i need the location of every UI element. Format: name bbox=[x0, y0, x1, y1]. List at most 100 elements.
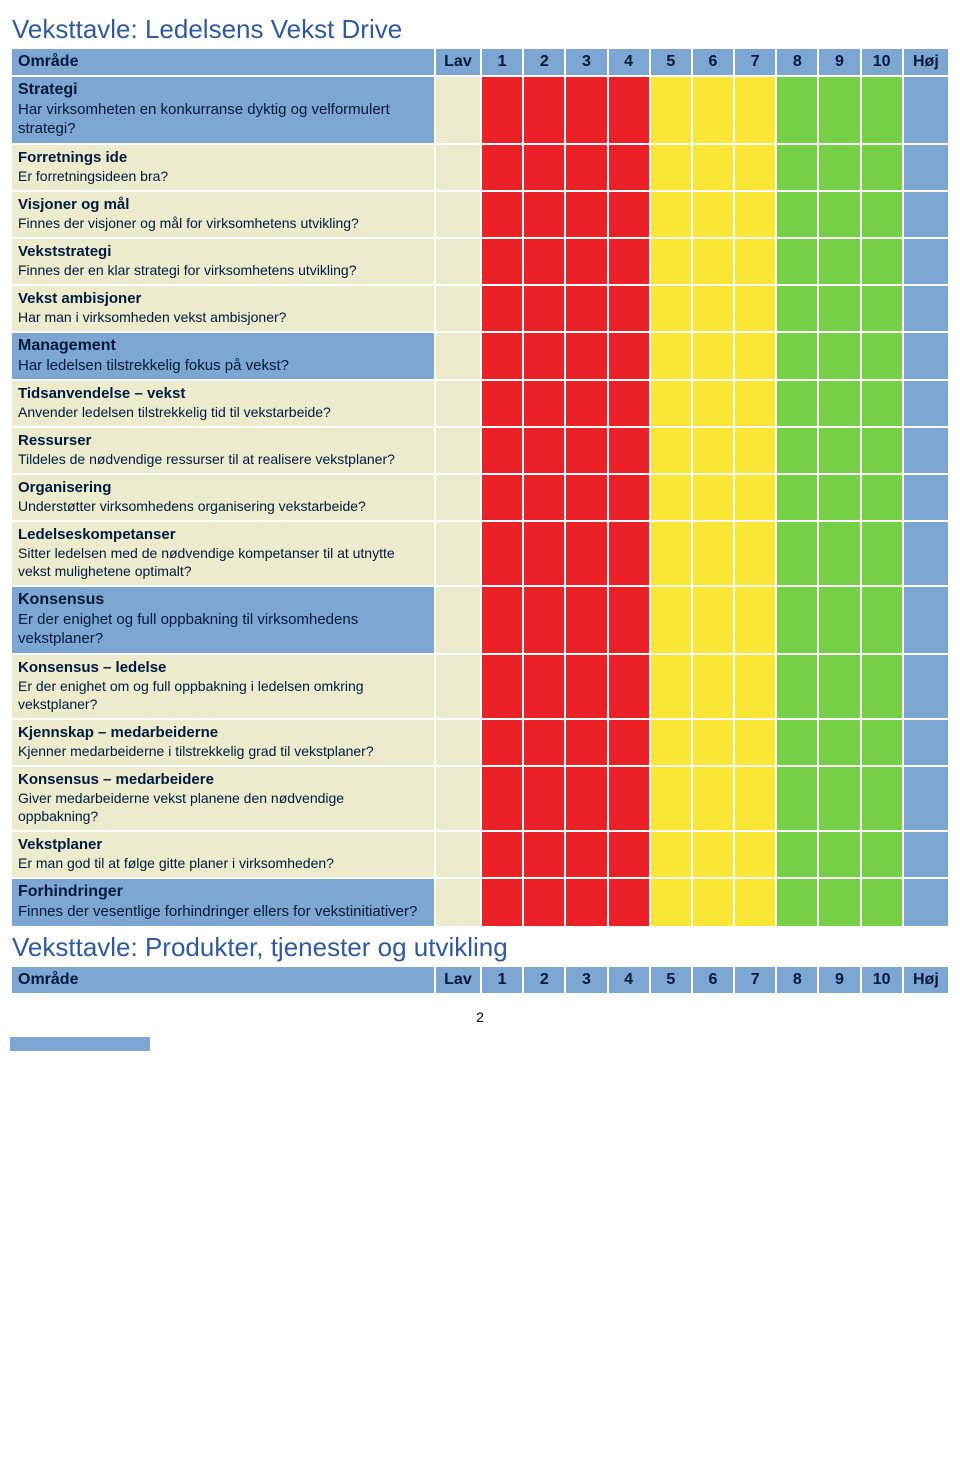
row-title: Organisering bbox=[18, 479, 428, 496]
score-cell-hoj bbox=[904, 333, 948, 380]
score-cell-yel bbox=[693, 428, 733, 473]
row-label-cell: Organisering Understøtter virksomhedens o… bbox=[12, 475, 434, 520]
row-desc: Har man i virksomheden vekst ambisjoner? bbox=[18, 309, 286, 325]
sub-row: Kjennskap – medarbeiderneKjenner medarbe… bbox=[12, 720, 948, 765]
row-desc: Har ledelsen tilstrekkelig fokus på veks… bbox=[18, 357, 289, 374]
footer-accent-bar bbox=[10, 1035, 950, 1051]
score-cell-red bbox=[566, 333, 606, 380]
header-scale-cell: 5 bbox=[651, 967, 691, 993]
row-title: Management bbox=[18, 337, 428, 355]
score-cell-red bbox=[524, 832, 564, 877]
row-title: Forretnings ide bbox=[18, 149, 428, 166]
score-cell-red bbox=[482, 381, 522, 426]
row-desc: Giver medarbeiderne vekst planene den nø… bbox=[18, 790, 344, 824]
score-cell-yel bbox=[651, 239, 691, 284]
score-cell-yel bbox=[693, 333, 733, 380]
score-cell-red bbox=[566, 767, 606, 830]
row-title: Vekststrategi bbox=[18, 243, 428, 260]
score-cell-lav bbox=[436, 239, 480, 284]
score-cell-red bbox=[482, 239, 522, 284]
score-cell-yel bbox=[651, 145, 691, 190]
row-label-cell: LedelseskompetanserSitter ledelsen med d… bbox=[12, 522, 434, 585]
score-cell-grn bbox=[819, 475, 859, 520]
score-cell-red bbox=[524, 239, 564, 284]
score-cell-grn bbox=[777, 192, 817, 237]
score-cell-red bbox=[566, 381, 606, 426]
header-scale-cell: Lav bbox=[436, 967, 480, 993]
score-cell-yel bbox=[693, 381, 733, 426]
sub-row: Tidsanvendelse – vekstAnvender ledelsen … bbox=[12, 381, 948, 426]
score-cell-yel bbox=[693, 145, 733, 190]
score-cell-grn bbox=[777, 767, 817, 830]
score-cell-yel bbox=[651, 832, 691, 877]
score-cell-lav bbox=[436, 832, 480, 877]
score-cell-hoj bbox=[904, 192, 948, 237]
score-cell-red bbox=[609, 720, 649, 765]
score-cell-hoj bbox=[904, 655, 948, 718]
score-cell-lav bbox=[436, 333, 480, 380]
score-cell-grn bbox=[777, 77, 817, 143]
score-cell-grn bbox=[777, 522, 817, 585]
row-label-cell: Tidsanvendelse – vekstAnvender ledelsen … bbox=[12, 381, 434, 426]
row-desc: Har virksomheten en konkurranse dyktig o… bbox=[18, 101, 390, 137]
score-cell-yel bbox=[693, 522, 733, 585]
score-cell-red bbox=[524, 428, 564, 473]
score-cell-red bbox=[524, 767, 564, 830]
score-cell-red bbox=[566, 587, 606, 653]
score-cell-yel bbox=[735, 879, 775, 926]
header-scale-cell: 8 bbox=[777, 49, 817, 75]
score-cell-grn bbox=[819, 286, 859, 331]
score-cell-red bbox=[482, 587, 522, 653]
score-cell-red bbox=[482, 77, 522, 143]
score-cell-red bbox=[609, 381, 649, 426]
row-desc: Finnes der visjoner og mål for virksomhe… bbox=[18, 215, 359, 231]
score-cell-yel bbox=[693, 879, 733, 926]
score-cell-red bbox=[524, 879, 564, 926]
sub-row: Vekst ambisjonerHar man i virksomheden v… bbox=[12, 286, 948, 331]
score-cell-yel bbox=[651, 720, 691, 765]
score-cell-red bbox=[566, 145, 606, 190]
score-cell-grn bbox=[777, 381, 817, 426]
header-scale-cell: 8 bbox=[777, 967, 817, 993]
score-cell-grn bbox=[862, 381, 902, 426]
header-scale-cell: 6 bbox=[693, 967, 733, 993]
header-scale-cell: 4 bbox=[609, 49, 649, 75]
score-cell-red bbox=[609, 428, 649, 473]
row-desc: Tildeles de nødvendige ressurser til at … bbox=[18, 451, 395, 467]
score-cell-grn bbox=[862, 655, 902, 718]
score-cell-red bbox=[482, 286, 522, 331]
score-cell-yel bbox=[735, 832, 775, 877]
score-cell-yel bbox=[735, 77, 775, 143]
score-cell-red bbox=[482, 720, 522, 765]
header-scale-cell: 9 bbox=[819, 49, 859, 75]
row-label-cell: VekststrategiFinnes der en klar strategi… bbox=[12, 239, 434, 284]
section-row: StrategiHar virksomheten en konkurranse … bbox=[12, 77, 948, 143]
score-cell-red bbox=[482, 522, 522, 585]
score-cell-red bbox=[566, 239, 606, 284]
score-cell-yel bbox=[651, 879, 691, 926]
score-cell-grn bbox=[777, 879, 817, 926]
score-cell-lav bbox=[436, 475, 480, 520]
row-desc: Er man god til at følge gitte planer i v… bbox=[18, 855, 334, 871]
score-cell-yel bbox=[693, 767, 733, 830]
row-label-cell: Forretnings ide Er forretningsideen bra? bbox=[12, 145, 434, 190]
score-cell-grn bbox=[862, 832, 902, 877]
score-cell-yel bbox=[693, 475, 733, 520]
score-cell-yel bbox=[735, 333, 775, 380]
score-cell-red bbox=[524, 145, 564, 190]
sub-row: Organisering Understøtter virksomhedens o… bbox=[12, 475, 948, 520]
header-scale-cell: Høj bbox=[904, 49, 948, 75]
score-cell-red bbox=[609, 145, 649, 190]
score-cell-yel bbox=[693, 192, 733, 237]
score-cell-red bbox=[566, 655, 606, 718]
score-cell-hoj bbox=[904, 145, 948, 190]
score-cell-red bbox=[524, 655, 564, 718]
score-cell-red bbox=[482, 192, 522, 237]
row-desc: Er forretningsideen bra? bbox=[18, 168, 168, 184]
score-cell-yel bbox=[651, 767, 691, 830]
score-cell-red bbox=[524, 333, 564, 380]
row-desc: Understøtter virksomhedens organisering … bbox=[18, 498, 366, 514]
score-cell-grn bbox=[819, 428, 859, 473]
score-cell-red bbox=[524, 381, 564, 426]
score-cell-hoj bbox=[904, 239, 948, 284]
